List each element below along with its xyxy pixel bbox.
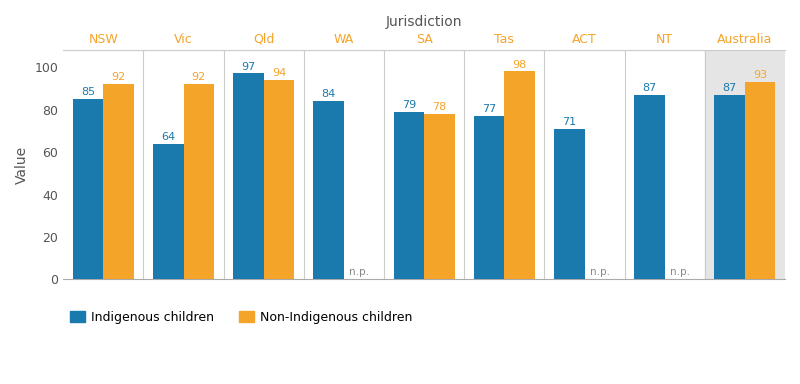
Text: n.p.: n.p.	[670, 267, 690, 277]
Text: 78: 78	[432, 102, 446, 112]
Text: 92: 92	[111, 73, 126, 83]
Bar	[314, 101, 344, 280]
Legend: Indigenous children, Non-Indigenous children: Indigenous children, Non-Indigenous chil…	[70, 311, 413, 324]
Bar	[234, 73, 264, 280]
Bar	[634, 95, 665, 280]
Bar	[705, 50, 785, 280]
Bar	[394, 112, 424, 280]
Text: 94: 94	[272, 68, 286, 78]
Y-axis label: Value: Value	[15, 146, 29, 184]
Text: 87: 87	[722, 83, 737, 93]
Text: 71: 71	[562, 117, 576, 127]
Bar	[103, 84, 134, 280]
Bar	[264, 80, 294, 280]
Text: 97: 97	[242, 62, 256, 72]
Text: 85: 85	[81, 87, 95, 97]
Bar	[153, 144, 183, 280]
Bar	[474, 116, 504, 280]
Bar	[714, 95, 745, 280]
Bar	[745, 82, 775, 280]
Bar	[554, 129, 585, 280]
Text: 84: 84	[322, 89, 336, 99]
Text: 64: 64	[162, 132, 175, 142]
Bar	[183, 84, 214, 280]
Text: 93: 93	[753, 70, 767, 80]
Text: n.p.: n.p.	[349, 267, 369, 277]
Text: 98: 98	[513, 60, 526, 70]
X-axis label: Jurisdiction: Jurisdiction	[386, 15, 462, 29]
Text: 77: 77	[482, 104, 496, 114]
Bar	[424, 114, 454, 280]
Text: n.p.: n.p.	[590, 267, 610, 277]
Text: 87: 87	[642, 83, 657, 93]
Text: 92: 92	[192, 73, 206, 83]
Bar	[504, 71, 535, 280]
Bar	[73, 99, 103, 280]
Text: 79: 79	[402, 100, 416, 110]
